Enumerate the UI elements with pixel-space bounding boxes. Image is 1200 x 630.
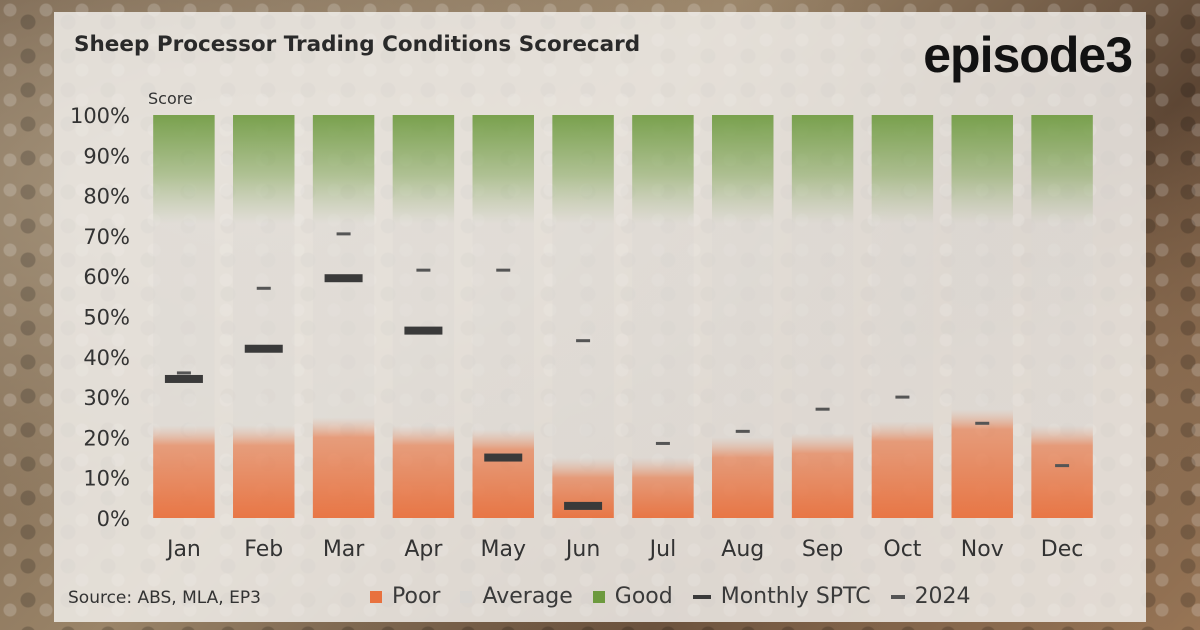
x-tick-label: Oct (883, 537, 921, 562)
marker-2024 (655, 441, 670, 445)
score-band-bar (632, 115, 694, 518)
marker-monthly-sptc (324, 274, 363, 283)
marker-2024 (895, 395, 910, 399)
marker-2024 (176, 371, 191, 375)
legend-item-poor: Poor (370, 584, 440, 609)
x-tick-label: Dec (1041, 537, 1084, 562)
marker-2024 (1055, 464, 1070, 468)
marker-monthly-sptc (164, 374, 203, 383)
legend-label-poor: Poor (392, 584, 441, 609)
chart-panel: Sheep Processor Trading Conditions Score… (54, 12, 1146, 622)
marker-monthly-sptc (564, 501, 603, 510)
x-tick-label: May (481, 537, 526, 562)
x-tick-label: Sep (802, 537, 843, 562)
score-band-bar (552, 115, 614, 518)
y-tick-label: 80% (83, 185, 130, 209)
marker-2024 (975, 421, 990, 425)
legend-line-2024 (890, 594, 905, 599)
legend-item-2024: 2024 (890, 584, 971, 609)
score-band-bar (791, 115, 854, 518)
marker-2024 (735, 429, 750, 433)
marker-2024 (496, 268, 511, 272)
marker-monthly-sptc (484, 453, 523, 462)
legend-swatch-good (592, 590, 605, 603)
y-tick-label: 70% (83, 225, 130, 249)
source-note: Source: ABS, MLA, EP3 (68, 588, 261, 608)
chart-title: Sheep Processor Trading Conditions Score… (74, 32, 641, 57)
x-tick-label: Jul (648, 537, 677, 562)
legend-line-monthly-sptc (692, 594, 711, 599)
score-band-bar (1031, 115, 1093, 518)
y-tick-label: 0% (97, 507, 130, 531)
x-tick-label: Aug (721, 537, 764, 562)
score-band-bar (871, 115, 934, 518)
legend-label-monthly-sptc: Monthly SPTC (720, 584, 871, 609)
score-markers (164, 232, 1070, 510)
y-axis-ticks: 0% 10% 20% 30% 40% 50% 60% 70% 80% 90% 100% (70, 104, 130, 531)
x-tick-label: Jun (564, 537, 600, 562)
score-band-bar (153, 115, 215, 518)
y-tick-label: 40% (83, 346, 130, 370)
legend-item-average: Average (460, 584, 573, 609)
y-tick-label: 90% (83, 144, 130, 168)
y-tick-label: 100% (70, 104, 130, 128)
x-tick-label: Nov (961, 537, 1004, 562)
marker-2024 (256, 286, 271, 290)
x-axis-ticks: Jan Feb Mar Apr May Jun Jul Aug Sep Oct Nov Dec (165, 537, 1083, 562)
legend-label-average: Average (482, 584, 573, 609)
scorecard-chart: 0%10%20%30%40%50%60%70%80%90%100% Score … (70, 89, 1093, 562)
legend-item-good: Good (592, 584, 673, 609)
y-tick-label: 30% (83, 386, 130, 410)
y-tick-label: 20% (83, 426, 130, 450)
x-tick-label: Jan (165, 537, 201, 562)
marker-2024 (336, 232, 351, 236)
legend-label-2024: 2024 (914, 584, 971, 609)
y-axis-title: Score (148, 89, 193, 108)
x-tick-label: Mar (323, 537, 365, 562)
x-tick-label: Feb (244, 537, 283, 562)
month-bars (153, 115, 1093, 518)
legend-swatch-average (460, 590, 473, 603)
y-tick-label: 60% (83, 265, 130, 289)
marker-2024 (416, 268, 431, 272)
marker-monthly-sptc (244, 344, 283, 353)
legend-label-good: Good (614, 584, 673, 609)
score-band-bar (472, 115, 534, 518)
marker-2024 (576, 339, 591, 343)
x-tick-label: Apr (404, 537, 443, 562)
score-band-bar (312, 115, 375, 518)
y-tick-label: 50% (83, 306, 130, 330)
legend-item-monthly-sptc: Monthly SPTC (692, 584, 871, 609)
legend-swatch-poor (370, 590, 382, 603)
brand-logo: episode3 (923, 27, 1133, 83)
marker-monthly-sptc (404, 326, 443, 335)
marker-2024 (815, 407, 830, 411)
chart-legend: Poor Average Good Monthly SPTC 2024 (370, 584, 971, 609)
score-band-bar (712, 115, 774, 518)
score-band-bar (951, 115, 1013, 518)
y-tick-label: 10% (83, 467, 130, 491)
score-band-bar (233, 115, 295, 518)
score-band-bar (392, 115, 455, 518)
